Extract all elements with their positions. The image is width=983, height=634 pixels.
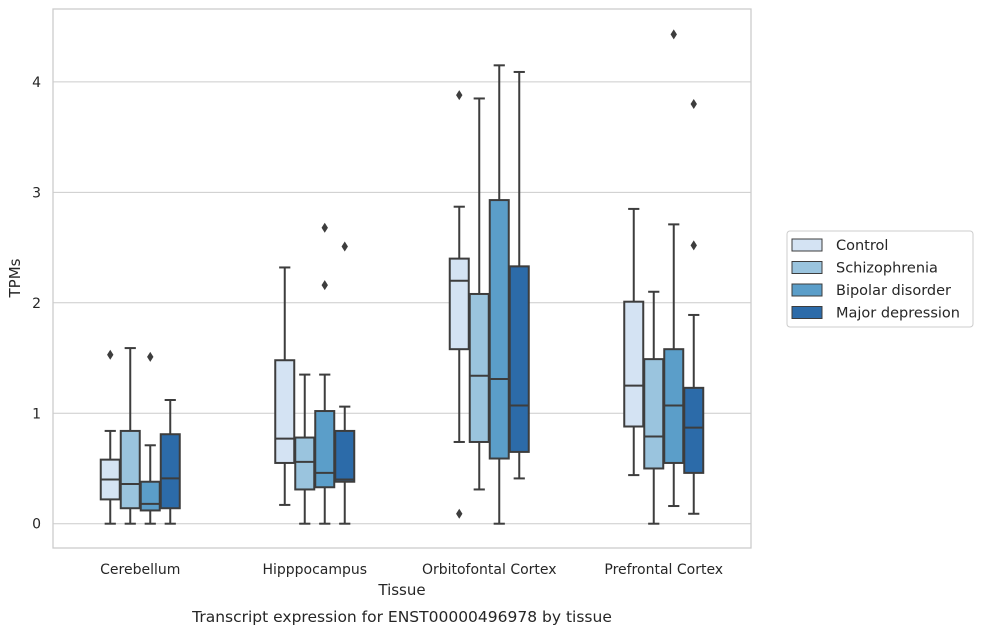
legend: Control Schizophrenia Bipolar disorder Majo… <box>786 230 974 328</box>
box <box>488 64 510 525</box>
y-tick-label: 0 <box>32 517 41 533</box>
box <box>99 349 121 525</box>
box-iqr <box>643 358 665 470</box>
box <box>623 207 645 477</box>
box-iqr <box>159 433 181 510</box>
outlier-point <box>341 241 348 252</box>
x-axis-label: Tissue <box>377 581 425 599</box>
y-tick-labels: 0 1 2 3 4 <box>32 75 41 533</box>
box <box>314 222 336 525</box>
y-tick-label: 1 <box>32 406 41 422</box>
x-tick-label: Orbitofontal Cortex <box>422 562 557 578</box>
box-iqr <box>119 429 141 510</box>
y-tick-label: 3 <box>32 185 41 201</box>
box-iqr <box>294 436 316 491</box>
box-iqr <box>314 410 336 489</box>
box-iqr <box>488 199 510 460</box>
x-tick-label: Hipppocampus <box>262 562 367 578</box>
y-tick-label: 2 <box>32 296 41 312</box>
box-iqr <box>448 257 470 351</box>
y-axis-label: TPMs <box>6 258 24 298</box>
legend-label: Major depression <box>836 306 960 322</box>
chart-caption: Transcript expression for ENST0000049697… <box>191 608 612 626</box>
legend-label: Schizophrenia <box>836 261 938 277</box>
outlier-point <box>456 508 463 519</box>
legend-swatch <box>791 261 823 274</box>
outlier-point <box>690 98 697 109</box>
box <box>334 241 356 525</box>
legend-swatch <box>791 238 823 252</box>
box-iqr <box>334 429 356 483</box>
legend-frame <box>786 230 974 328</box>
box-iqr <box>623 300 645 428</box>
outlier-point <box>690 240 697 251</box>
outlier-point <box>456 90 463 101</box>
box <box>159 398 181 525</box>
plot-frame <box>52 8 752 549</box>
box <box>139 351 161 525</box>
outlier-point <box>670 29 677 40</box>
box <box>508 70 530 480</box>
x-tick-label: Cerebellum <box>100 562 180 578</box>
outlier-point <box>147 351 154 362</box>
box <box>663 29 685 508</box>
legend-label: Bipolar disorder <box>836 283 951 299</box>
box <box>448 90 470 519</box>
x-tick-label: Prefrontal Cortex <box>604 562 723 578</box>
box-iqr <box>683 386 705 474</box>
box <box>468 97 490 491</box>
box <box>683 98 705 515</box>
box-iqr <box>468 292 490 443</box>
legend-label: Control <box>836 238 888 254</box>
y-tick-label: 4 <box>32 75 41 91</box>
outlier-point <box>321 222 328 233</box>
legend-swatch <box>791 306 823 319</box>
box-iqr <box>139 480 161 512</box>
box <box>643 290 665 525</box>
outlier-point <box>321 280 328 291</box>
box <box>274 266 296 506</box>
box <box>294 373 316 525</box>
box-groups <box>99 29 705 525</box>
box <box>119 347 141 525</box>
outlier-point <box>107 349 114 360</box>
legend-swatch <box>791 283 823 297</box>
box-iqr <box>274 359 296 464</box>
box-iqr <box>508 265 530 453</box>
x-tick-labels: Cerebellum Hipppocampus Orbitofontal Corte… <box>100 562 723 578</box>
